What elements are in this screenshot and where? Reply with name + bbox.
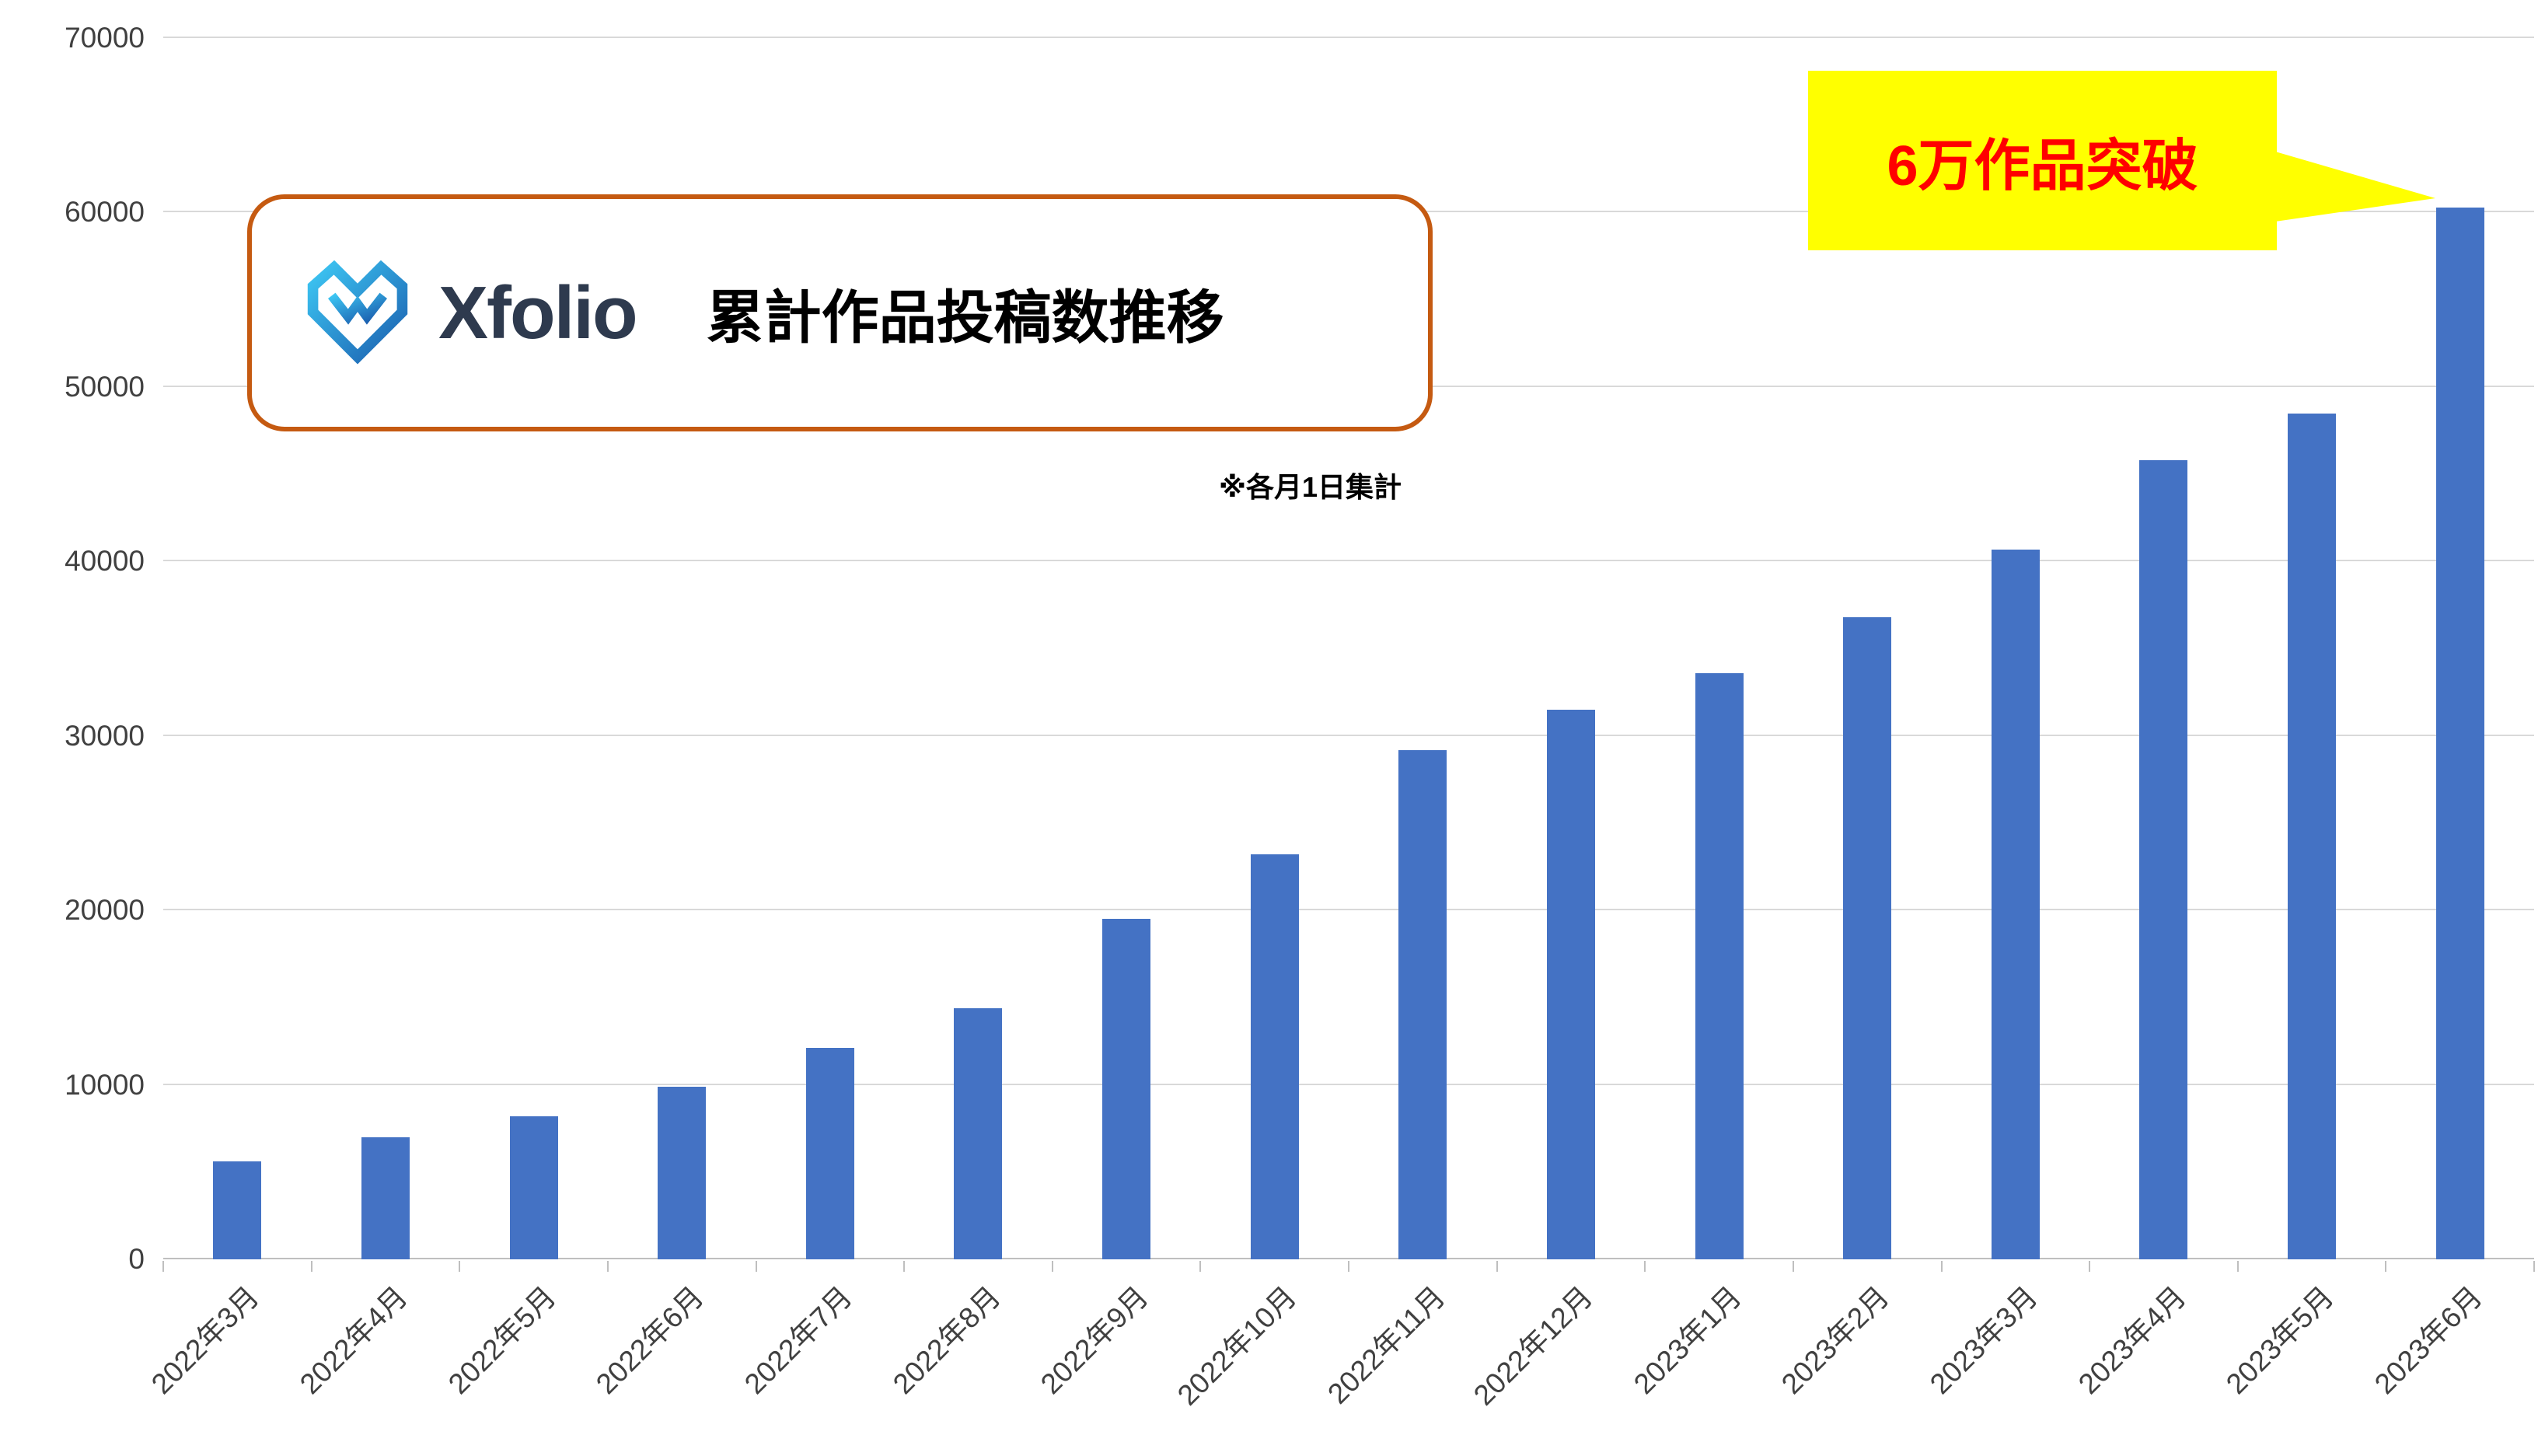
x-slot: 2023年1月 [1628, 1261, 1794, 1454]
y-tick-label: 30000 [65, 719, 145, 752]
x-tick-label: 2022年3月 [145, 1280, 266, 1401]
x-slot: 2023年3月 [1924, 1261, 2090, 1454]
gridline [163, 909, 2534, 911]
x-axis-line [163, 1258, 2534, 1259]
bar [1102, 919, 1151, 1259]
x-slot: 2022年5月 [442, 1261, 609, 1454]
bar [1991, 549, 2040, 1259]
bar [509, 1116, 558, 1259]
milestone-callout-label: 6万作品突破 [1887, 135, 2198, 197]
bar [213, 1161, 262, 1259]
bar [1546, 710, 1595, 1259]
title-box: Xfolio 累計作品投稿数推移 [247, 194, 1433, 431]
y-tick-label: 50000 [65, 370, 145, 403]
gridline [163, 734, 2534, 736]
bar-slot [312, 38, 460, 1259]
x-slot: 2022年9月 [1035, 1261, 1201, 1454]
bar-slot [2386, 38, 2534, 1259]
x-slot: 2022年12月 [1468, 1261, 1646, 1454]
x-slot: 2023年5月 [2220, 1261, 2386, 1454]
bar [658, 1086, 707, 1259]
y-tick-label: 60000 [65, 196, 145, 229]
bar-slot [608, 38, 756, 1259]
bar-slot [1497, 38, 1646, 1259]
bar [1250, 854, 1299, 1259]
bar [1695, 672, 1744, 1259]
aggregation-note: ※各月1日集計 [1219, 471, 1402, 503]
bar [1398, 749, 1447, 1259]
bar [1843, 617, 1892, 1259]
y-tick-label: 10000 [65, 1068, 145, 1101]
bar-slot [1645, 38, 1793, 1259]
brand-wordmark: Xfolio [438, 271, 638, 354]
bar-slot [1942, 38, 2090, 1259]
x-slot: 2022年11月 [1321, 1261, 1498, 1454]
x-slot: 2022年3月 [145, 1261, 312, 1454]
chart-title: 累計作品投稿数推移 [706, 285, 1224, 350]
bar-slot [1200, 38, 1349, 1259]
bar-slot [1053, 38, 1201, 1259]
xfolio-logo-icon [307, 260, 408, 365]
x-slot: 2022年8月 [886, 1261, 1053, 1454]
bar [361, 1137, 410, 1259]
bar [2435, 207, 2484, 1259]
bar-slot [756, 38, 905, 1259]
gridline [163, 1083, 2534, 1085]
bar-slot [459, 38, 608, 1259]
x-slot: 2022年6月 [590, 1261, 757, 1454]
callout-pointer-icon [2275, 152, 2435, 222]
gridline [163, 37, 2534, 38]
x-slot: 2022年10月 [1171, 1261, 1349, 1454]
bar-slot [1793, 38, 1942, 1259]
bar [2288, 413, 2337, 1259]
x-slot: 2022年7月 [738, 1261, 905, 1454]
x-axis-labels: 2022年3月 2022年4月 2022年5月 2022年6月 2022年7月 2022年… [145, 1261, 2535, 1454]
callout-pointer-shape [2275, 152, 2435, 222]
x-slot: 2023年4月 [2072, 1261, 2239, 1454]
milestone-callout: 6万作品突破 [1808, 71, 2277, 250]
bar-slot [1349, 38, 1497, 1259]
bars [163, 38, 2534, 1259]
y-tick-label: 20000 [65, 894, 145, 927]
y-tick-label: 40000 [65, 545, 145, 578]
x-slot: 2023年6月 [2369, 1261, 2535, 1454]
x-slot: 2023年2月 [1775, 1261, 1943, 1454]
bar [2139, 460, 2188, 1259]
bar [805, 1048, 854, 1259]
y-tick-label: 70000 [65, 22, 145, 54]
x-slot: 2022年4月 [294, 1261, 460, 1454]
plot-area [163, 37, 2534, 1259]
bar-slot [904, 38, 1053, 1259]
gridline [163, 560, 2534, 562]
y-axis-labels: 0 10000 20000 30000 40000 50000 60000 70000 [0, 22, 145, 1275]
bar-slot [2238, 38, 2386, 1259]
bar-slot [2089, 38, 2238, 1259]
bar-slot [163, 38, 312, 1259]
y-tick-label: 0 [128, 1243, 145, 1275]
bar [954, 1007, 1003, 1259]
